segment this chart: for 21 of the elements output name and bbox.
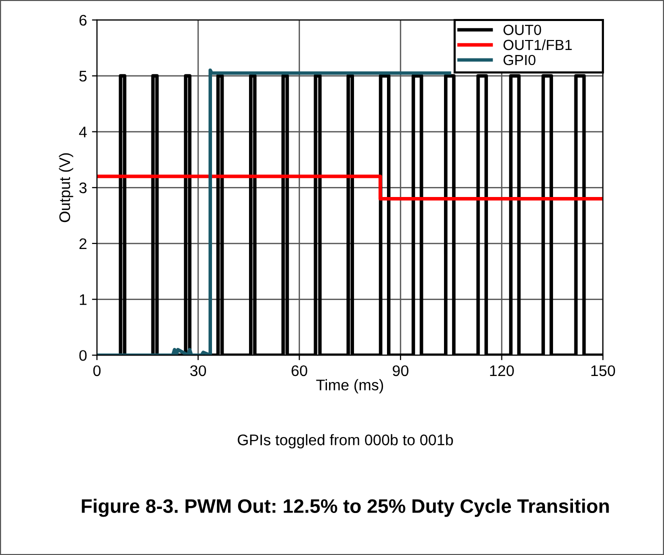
text: GPIs toggled from 000b to 001b (238, 434, 453, 448)
y-tick-label: 5 (79, 70, 87, 82)
y-axis-title: Output (V) (58, 153, 74, 222)
y-tick-label: 2 (79, 238, 86, 249)
y-tick-label: 6 (80, 14, 87, 26)
x-axis-title: Time (ms) (316, 379, 384, 394)
x-tick-label: 90 (392, 365, 408, 376)
x-tick-label: 60 (292, 365, 308, 376)
legend-label: OUT1/FB1 (503, 39, 572, 50)
line-series (96, 68, 452, 356)
y-tick-label: 0 (79, 350, 87, 361)
x-tick-label: 30 (190, 365, 206, 376)
x-tick-label: 150 (591, 365, 616, 376)
legend-label: OUT0 (503, 24, 542, 36)
text: Figure 8-3. PWM Out: 12.5% to 25% Duty Cycle Transition (82, 498, 609, 517)
x-tick-label: 0 (93, 365, 101, 376)
x-tick-label: 120 (490, 365, 514, 376)
y-tick-label: 3 (79, 182, 87, 194)
y-tick-label: 4 (79, 126, 87, 138)
legend-label: GPI0 (504, 54, 536, 66)
y-tick-label: 1 (80, 294, 86, 305)
